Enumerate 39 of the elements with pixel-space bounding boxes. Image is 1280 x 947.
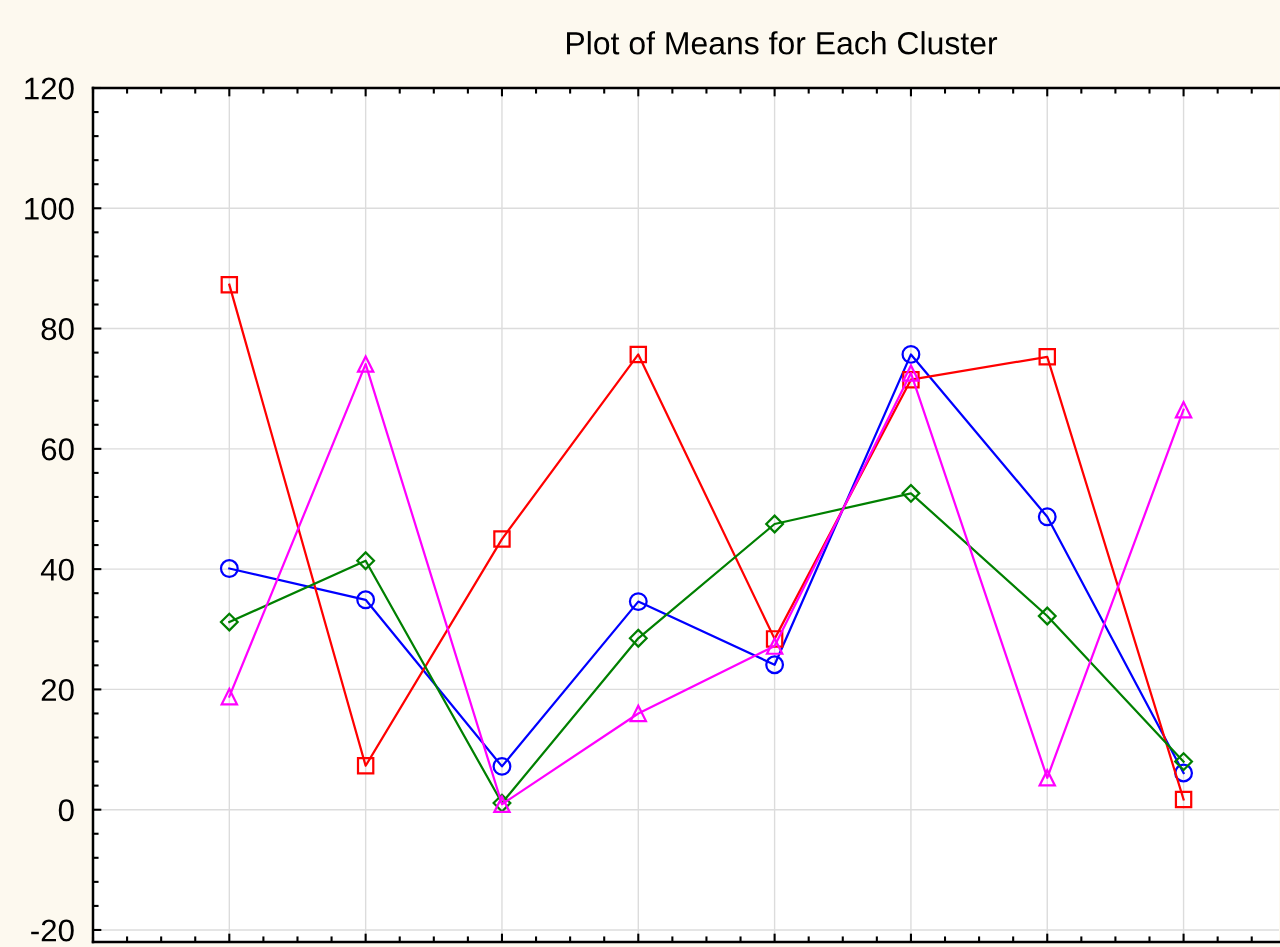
y-tick-label: 60 (41, 438, 74, 461)
y-tick-label: 80 (41, 318, 74, 341)
point (492, 756, 512, 776)
y-tick-label: 20 (41, 678, 74, 702)
point (1174, 763, 1194, 783)
point (1037, 507, 1057, 527)
point (220, 687, 239, 706)
y-tick-label: -20 (31, 919, 74, 942)
y-tick-label: 120 (25, 77, 74, 100)
point (765, 637, 784, 655)
point (1038, 348, 1056, 366)
point (1174, 790, 1193, 809)
y-tick-label: 40 (40, 558, 74, 581)
point (356, 757, 375, 775)
point (902, 370, 920, 389)
point (629, 345, 648, 364)
point (493, 530, 511, 548)
point (356, 590, 376, 610)
point (1174, 752, 1194, 772)
point (901, 483, 921, 503)
point (902, 364, 920, 382)
point (765, 630, 784, 648)
point (1038, 769, 1056, 787)
point (628, 628, 648, 648)
point (220, 275, 239, 294)
point (765, 655, 785, 675)
point (629, 704, 648, 723)
point (219, 612, 239, 632)
y-tick-label: 100 (25, 197, 74, 220)
point (901, 344, 921, 364)
y-tick-label: 0 (58, 799, 74, 822)
point (628, 592, 648, 612)
point (356, 355, 375, 373)
chart-title: Plot of Means for Each Cluster (567, 31, 998, 55)
point (219, 559, 239, 578)
point (1174, 401, 1193, 419)
point (1037, 606, 1057, 626)
point (765, 514, 785, 534)
point (356, 551, 376, 571)
